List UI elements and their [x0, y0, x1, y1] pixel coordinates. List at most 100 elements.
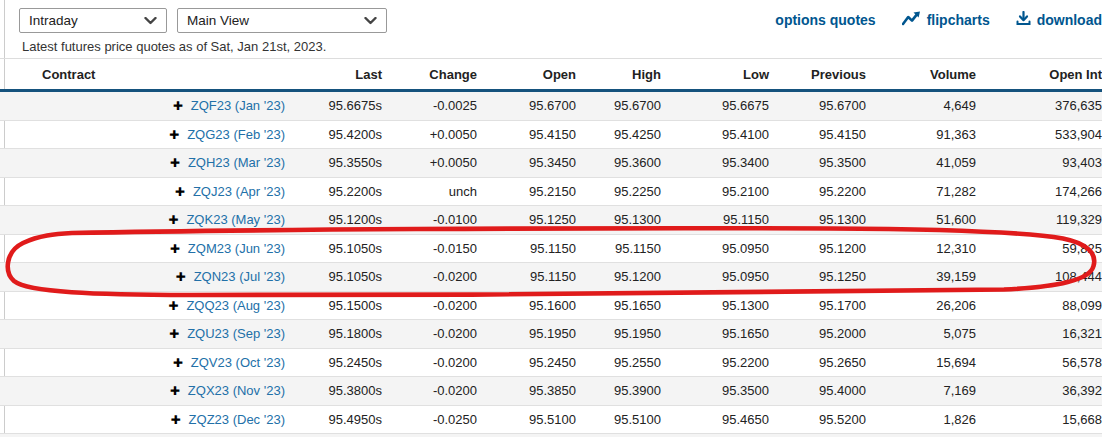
change-cell: -0.0200 [382, 348, 477, 377]
download-link[interactable]: download [1016, 11, 1102, 29]
change-cell: -0.0150 [382, 234, 477, 263]
contract-link[interactable]: ZQH23 (Mar '23) [188, 155, 285, 170]
expand-plus-icon[interactable]: ✚ [165, 128, 179, 142]
previous-cell: 95.4150 [769, 120, 866, 149]
expand-plus-icon[interactable]: ✚ [167, 413, 181, 427]
contract-link[interactable]: ZQF23 (Jan '23) [191, 98, 285, 113]
toolbar-links: options quotes flipcharts [775, 6, 1102, 34]
contract-cell: ✚ ZQU23 (Sep '23) [0, 320, 285, 349]
low-cell: 95.0950 [661, 263, 769, 292]
column-header-open[interactable]: Open [477, 59, 576, 91]
futures-quotes-table: ContractLastChangeOpenHighLowPreviousVol… [0, 58, 1102, 434]
previous-cell: 95.6700 [769, 91, 866, 121]
expand-plus-icon[interactable]: ✚ [166, 384, 180, 398]
expand-plus-icon[interactable]: ✚ [166, 242, 180, 256]
contract-link[interactable]: ZQG23 (Feb '23) [187, 127, 285, 142]
contract-cell: ✚ ZQJ23 (Apr '23) [0, 177, 285, 206]
flipcharts-label: flipcharts [927, 12, 990, 28]
open-int-cell: 36,392 [976, 377, 1102, 406]
options-quotes-link[interactable]: options quotes [775, 12, 875, 28]
table-row: ✚ZQZ23 (Dec '23)95.4950s-0.025095.510095… [0, 405, 1102, 434]
contract-cell: ✚ ZQH23 (Mar '23) [0, 149, 285, 178]
column-header-last[interactable]: Last [285, 59, 382, 91]
expand-plus-icon[interactable]: ✚ [169, 99, 183, 113]
open-cell: 95.1950 [477, 320, 576, 349]
volume-cell: 71,282 [866, 177, 976, 206]
open-cell: 95.5100 [477, 405, 576, 434]
expand-plus-icon[interactable]: ✚ [166, 156, 180, 170]
high-cell: 95.4250 [576, 120, 661, 149]
last-cell: 95.1050s [285, 234, 382, 263]
contract-link[interactable]: ZQU23 (Sep '23) [187, 326, 285, 341]
volume-cell: 91,363 [866, 120, 976, 149]
expand-plus-icon[interactable]: ✚ [172, 270, 186, 284]
contract-link[interactable]: ZQN23 (Jul '23) [194, 269, 285, 284]
high-cell: 95.1200 [576, 263, 661, 292]
expand-plus-icon[interactable]: ✚ [171, 185, 185, 199]
quotes-as-of-text: Latest futures price quotes as of Sat, J… [22, 39, 326, 54]
previous-cell: 95.1200 [769, 234, 866, 263]
column-header-contract[interactable]: Contract [0, 59, 285, 91]
contract-cell: ✚ ZQF23 (Jan '23) [0, 91, 285, 121]
high-cell: 95.2550 [576, 348, 661, 377]
table-row: ✚ZQN23 (Jul '23)95.1050s-0.020095.115095… [0, 263, 1102, 292]
view-select-value: Main View [187, 13, 249, 28]
contract-link[interactable]: ZQV23 (Oct '23) [191, 355, 285, 370]
open-cell: 95.4150 [477, 120, 576, 149]
volume-cell: 26,206 [866, 291, 976, 320]
high-cell: 95.1650 [576, 291, 661, 320]
futures-quotes-page: Intraday Main View options quotes [0, 0, 1102, 437]
contract-link[interactable]: ZQM23 (Jun '23) [188, 241, 285, 256]
last-cell: 95.1800s [285, 320, 382, 349]
contract-link[interactable]: ZQQ23 (Aug '23) [186, 298, 285, 313]
change-cell: +0.0050 [382, 120, 477, 149]
table-row: ✚ZQG23 (Feb '23)95.4200s+0.005095.415095… [0, 120, 1102, 149]
table-row: ✚ZQQ23 (Aug '23)95.1500s-0.020095.160095… [0, 291, 1102, 320]
expand-plus-icon[interactable]: ✚ [165, 327, 179, 341]
chevron-down-icon [144, 13, 157, 28]
change-cell: -0.0200 [382, 263, 477, 292]
change-cell: +0.0050 [382, 149, 477, 178]
change-cell: -0.0100 [382, 206, 477, 235]
previous-cell: 95.5200 [769, 405, 866, 434]
open-cell: 95.3850 [477, 377, 576, 406]
column-header-previous[interactable]: Previous [769, 59, 866, 91]
expand-plus-icon[interactable]: ✚ [164, 299, 178, 313]
view-select[interactable]: Main View [177, 8, 387, 33]
last-cell: 95.6675s [285, 91, 382, 121]
volume-cell: 41,059 [866, 149, 976, 178]
contract-cell: ✚ ZQX23 (Nov '23) [0, 377, 285, 406]
column-header-high[interactable]: High [576, 59, 661, 91]
column-header-low[interactable]: Low [661, 59, 769, 91]
low-cell: 95.1300 [661, 291, 769, 320]
low-cell: 95.4650 [661, 405, 769, 434]
flipcharts-link[interactable]: flipcharts [902, 11, 990, 29]
contract-link[interactable]: ZQZ23 (Dec '23) [189, 412, 285, 427]
table-row: ✚ZQU23 (Sep '23)95.1800s-0.020095.195095… [0, 320, 1102, 349]
change-cell: -0.0200 [382, 377, 477, 406]
expand-plus-icon[interactable]: ✚ [164, 213, 178, 227]
previous-cell: 95.1300 [769, 206, 866, 235]
volume-cell: 5,075 [866, 320, 976, 349]
previous-cell: 95.2650 [769, 348, 866, 377]
previous-cell: 95.1700 [769, 291, 866, 320]
column-header-change[interactable]: Change [382, 59, 477, 91]
last-cell: 95.3800s [285, 377, 382, 406]
open-int-cell: 15,668 [976, 405, 1102, 434]
column-header-volume[interactable]: Volume [866, 59, 976, 91]
high-cell: 95.2250 [576, 177, 661, 206]
open-int-cell: 59,825 [976, 234, 1102, 263]
open-int-cell: 174,266 [976, 177, 1102, 206]
column-header-open-int[interactable]: Open Int [976, 59, 1102, 91]
contract-link[interactable]: ZQX23 (Nov '23) [188, 383, 285, 398]
contract-link[interactable]: ZQK23 (May '23) [186, 212, 285, 227]
expand-plus-icon[interactable]: ✚ [169, 356, 183, 370]
open-cell: 95.1600 [477, 291, 576, 320]
low-cell: 95.1150 [661, 206, 769, 235]
change-cell: -0.0025 [382, 91, 477, 121]
last-cell: 95.4950s [285, 405, 382, 434]
download-icon [1016, 11, 1031, 29]
frequency-select[interactable]: Intraday [19, 8, 167, 33]
contract-link[interactable]: ZQJ23 (Apr '23) [193, 184, 285, 199]
frequency-select-value: Intraday [29, 13, 78, 28]
